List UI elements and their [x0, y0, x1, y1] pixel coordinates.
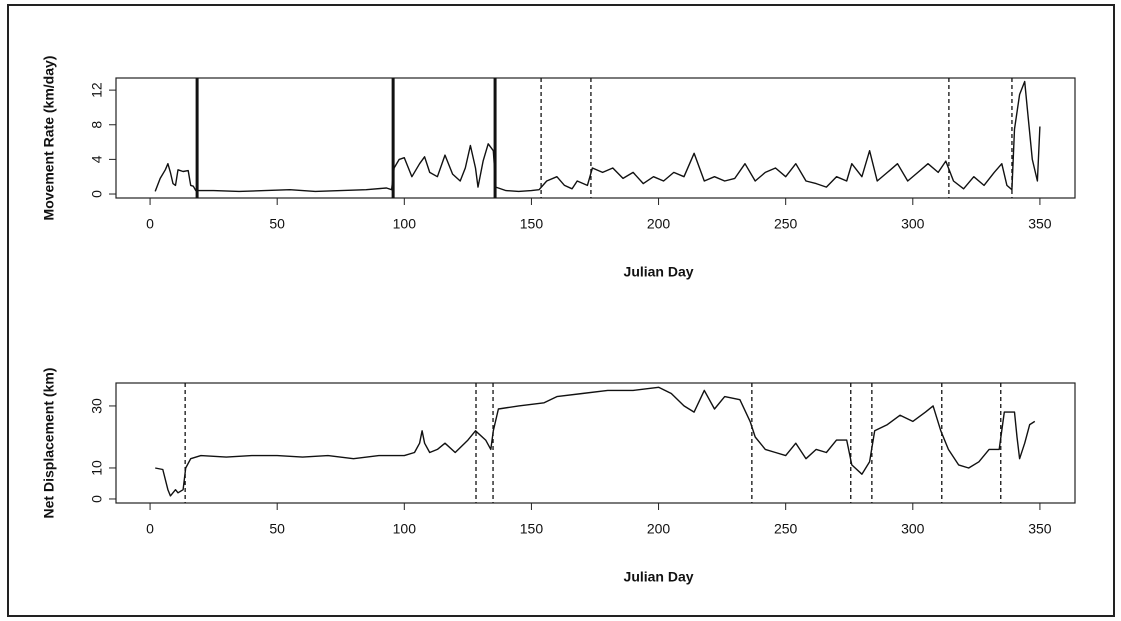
x-tick-label: 300 — [901, 521, 925, 537]
plot-box — [115, 382, 1076, 504]
y-tick-label: 10 — [89, 460, 105, 476]
x-tick-label: 250 — [774, 521, 798, 537]
x-tick-label: 150 — [520, 521, 544, 537]
x-axis-label: Julian Day — [624, 264, 694, 280]
y-axis-label: Movement Rate (km/day) — [41, 56, 57, 221]
x-tick-label: 100 — [393, 521, 417, 537]
x-tick-label: 50 — [269, 216, 285, 232]
data-line — [155, 386, 1036, 497]
frame — [7, 4, 1115, 617]
y-tick-label: 0 — [89, 190, 105, 198]
x-tick-label: 350 — [1028, 216, 1052, 232]
plot-box — [115, 77, 1076, 199]
y-tick-label: 4 — [89, 155, 105, 163]
y-tick-label: 0 — [89, 495, 105, 503]
data-line — [154, 80, 1041, 193]
x-tick-label: 300 — [901, 216, 925, 232]
x-tick-label: 200 — [647, 216, 671, 232]
y-axis-label: Net Displacement (km) — [41, 368, 57, 519]
x-tick-label: 200 — [647, 521, 671, 537]
y-tick-label: 12 — [89, 82, 105, 98]
x-tick-label: 50 — [269, 521, 285, 537]
x-tick-label: 350 — [1028, 521, 1052, 537]
x-tick-label: 100 — [393, 216, 417, 232]
x-tick-label: 0 — [146, 521, 154, 537]
x-tick-label: 150 — [520, 216, 544, 232]
x-tick-label: 0 — [146, 216, 154, 232]
x-tick-label: 250 — [774, 216, 798, 232]
y-tick-label: 30 — [89, 398, 105, 414]
y-tick-label: 8 — [89, 121, 105, 129]
x-axis-label: Julian Day — [624, 569, 694, 585]
